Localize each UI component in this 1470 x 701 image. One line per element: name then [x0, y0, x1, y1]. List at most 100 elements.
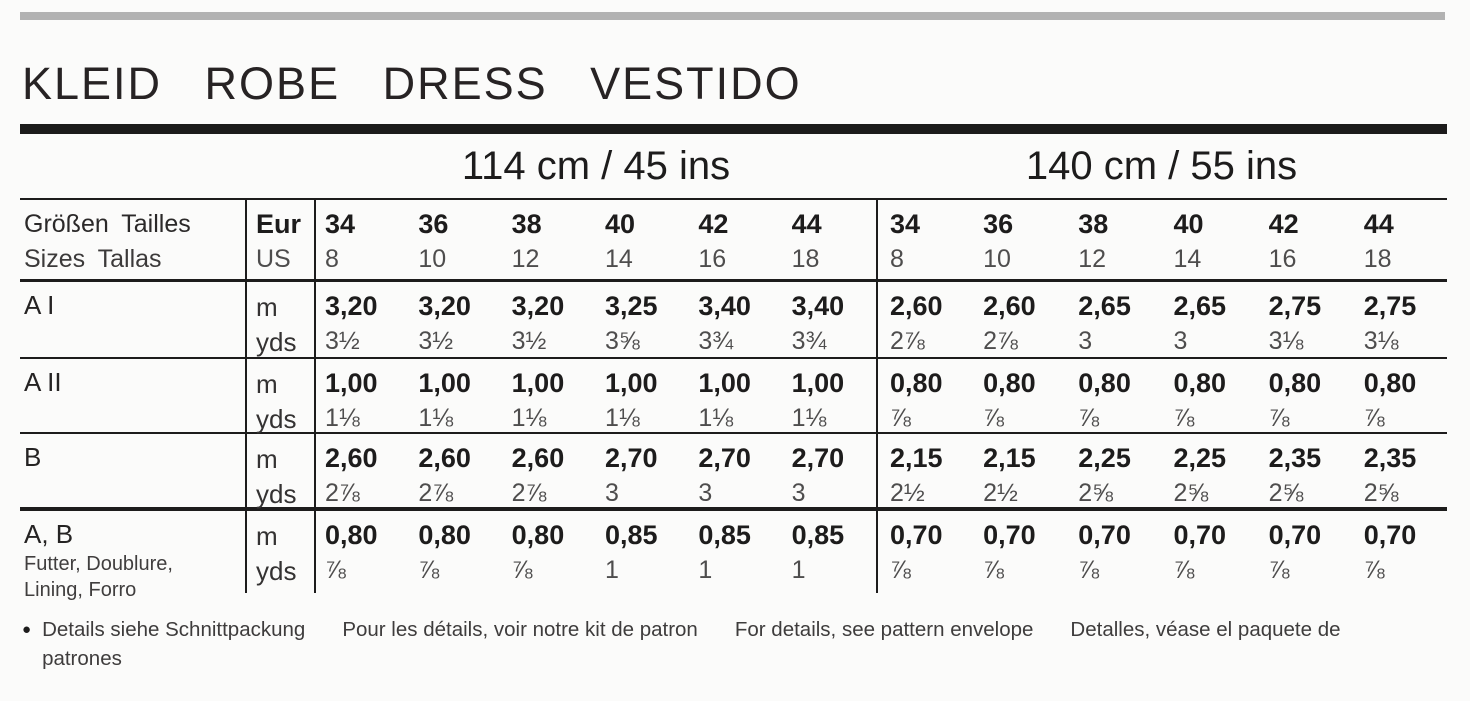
value-cell: 2,60 2⅞ — [503, 434, 596, 507]
footer-line1: Details siehe Schnittpackung Pour les dét… — [42, 616, 1340, 645]
us-size: 12 — [511, 245, 540, 273]
yards-value: 2⅞ — [511, 479, 547, 507]
eur-size: 36 — [983, 209, 1014, 239]
eur-size: 34 — [325, 209, 356, 239]
value-cell: 2,15 2½ — [875, 434, 971, 507]
us-size: 8 — [325, 245, 339, 273]
fabric-width-header-140: 140 cm / 55 ins — [1025, 144, 1298, 188]
meters-value: 0,80 — [889, 368, 943, 398]
meters-value: 3,20 — [325, 291, 378, 321]
yards-value: 1 — [698, 556, 713, 584]
meters-value: 0,80 — [511, 520, 565, 550]
unit-cell: m yds — [245, 511, 316, 593]
meters-value: 2,60 — [889, 291, 943, 321]
size-header-row: Größen Tailles Sizes Tallas Eur US 34 8 3… — [20, 198, 1447, 282]
yards-value: 3½ — [325, 327, 360, 355]
yards-value: ⅞ — [1363, 556, 1385, 584]
value-cell: 0,70 ⅞ — [971, 511, 1066, 593]
yards-value: ⅞ — [889, 404, 911, 432]
yards-value: ⅞ — [1078, 556, 1100, 584]
yards-value: 3⅛ — [1268, 327, 1304, 355]
eur-size: 42 — [1268, 209, 1299, 239]
eur-size: 44 — [791, 209, 822, 239]
meters-value: 0,70 — [1363, 520, 1417, 550]
meters-value: 0,70 — [1268, 520, 1322, 550]
unit-yds-label: yds — [256, 479, 297, 509]
meters-value: 0,70 — [1173, 520, 1226, 550]
eur-size: 42 — [698, 209, 729, 239]
yards-value: 1⅛ — [698, 404, 734, 432]
eur-size: 44 — [1363, 209, 1394, 239]
yards-value: ⅞ — [1363, 404, 1385, 432]
value-cell: 1,00 1⅛ — [783, 359, 876, 432]
meters-value: 3,20 — [418, 291, 471, 321]
value-cell: 2,60 2⅞ — [316, 434, 409, 507]
yards-value: 3 — [698, 479, 713, 507]
us-size: 18 — [1363, 245, 1392, 273]
meters-value: 2,15 — [983, 443, 1036, 473]
unit-cell: m yds — [245, 434, 316, 509]
view-label-cell: A I — [20, 282, 245, 357]
value-cell: 2,60 2⅞ — [409, 434, 502, 507]
yards-value: 2⅞ — [418, 479, 454, 507]
value-cell: 0,80 ⅞ — [1352, 359, 1447, 432]
yards-value: 2⅝ — [1268, 479, 1304, 507]
us-size: 14 — [1173, 245, 1202, 273]
value-cell: 0,80 ⅞ — [1257, 359, 1352, 432]
yards-value: 2⅞ — [889, 327, 925, 355]
title-rule — [20, 124, 1447, 134]
view-label-cell: A II — [20, 359, 245, 432]
unit-yds-label: yds — [256, 404, 297, 434]
size-cell: 42 16 — [689, 200, 782, 279]
footer-phrase-fr: Pour les détails, voir notre kit de patr… — [342, 618, 698, 641]
value-cell: 2,70 3 — [783, 434, 876, 507]
us-size: 18 — [791, 245, 820, 273]
meters-value: 2,70 — [604, 443, 658, 473]
footer-phrase-de: Details siehe Schnittpackung — [42, 618, 306, 641]
value-cell: 2,35 2⅝ — [1352, 434, 1447, 507]
us-size: 14 — [604, 245, 633, 273]
sizes-label-bottom: Sizes Tallas — [24, 245, 162, 273]
value-cell: 2,65 3 — [1066, 282, 1161, 357]
yards-value: 1⅛ — [604, 404, 640, 432]
value-cell: 3,25 3⅝ — [596, 282, 689, 357]
unit-yds-label: yds — [256, 327, 297, 357]
value-cell: 2,70 3 — [596, 434, 689, 507]
footer-text: Details siehe Schnittpackung Pour les dét… — [42, 616, 1340, 673]
top-divider-bar — [20, 12, 1445, 20]
meters-value: 0,85 — [604, 520, 658, 550]
yards-value: 3 — [1078, 327, 1093, 355]
yards-value: ⅞ — [1173, 556, 1195, 584]
meters-value: 0,80 — [325, 520, 378, 550]
size-cell: 38 12 — [1066, 200, 1161, 279]
eur-size: 34 — [889, 209, 921, 239]
value-cell: 2,25 2⅝ — [1161, 434, 1256, 507]
yards-value: 2½ — [983, 479, 1018, 507]
footer-phrase-es: Detalles, véase el paquete de — [1070, 618, 1341, 641]
size-unit-cell: Eur US — [245, 200, 316, 279]
document-title: KLEID ROBE DRESS VESTIDO — [22, 58, 802, 109]
meters-value: 0,85 — [698, 520, 751, 550]
view-label: A, B — [24, 519, 74, 549]
yards-value: ⅞ — [1268, 404, 1290, 432]
size-cell: 36 10 — [409, 200, 502, 279]
yards-value: 1 — [604, 556, 619, 584]
value-cell: 3,40 3¾ — [689, 282, 782, 357]
eur-size: 40 — [604, 209, 636, 239]
table-row-ab-lining: A, B Futter, Doublure, Lining, Forro m y… — [20, 507, 1447, 601]
value-cell: 0,80 ⅞ — [409, 511, 502, 593]
eur-label: Eur — [256, 209, 302, 239]
meters-value: 1,00 — [511, 368, 565, 398]
value-cell: 0,85 1 — [783, 511, 876, 593]
table-row-a1: A I m yds 3,20 3½ 3,20 3½ 3,20 3½ 3,25 3⅝ 3,… — [20, 282, 1447, 357]
yards-value: 2⅝ — [1173, 479, 1209, 507]
value-cell: 0,70 ⅞ — [1066, 511, 1161, 593]
value-cell: 0,80 ⅞ — [503, 511, 596, 593]
us-size: 16 — [698, 245, 727, 273]
yards-value: 3¾ — [698, 327, 734, 355]
us-size: 10 — [983, 245, 1011, 273]
yards-value: ⅞ — [983, 404, 1004, 432]
meters-value: 1,00 — [791, 368, 845, 398]
value-cell: 0,80 ⅞ — [875, 359, 971, 432]
yards-value: 3⅛ — [1363, 327, 1399, 355]
